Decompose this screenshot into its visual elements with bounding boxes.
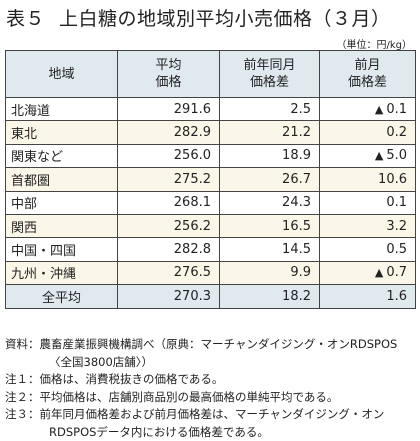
- mom-diff-cell: ▲0.1: [320, 98, 416, 121]
- yoy-diff-cell: 18.2: [220, 285, 320, 308]
- header-region: 地域: [6, 51, 118, 98]
- unit-label: （単位：円/kg）: [336, 36, 412, 51]
- avg-price-cell: 268.1: [118, 191, 220, 214]
- region-cell: 九州・沖縄: [6, 261, 118, 284]
- table-row: 関東など 256.0 18.9 ▲5.0: [6, 144, 416, 167]
- avg-price-cell: 270.3: [118, 285, 220, 308]
- avg-price-cell: 276.5: [118, 261, 220, 284]
- yoy-diff-cell: 16.5: [220, 214, 320, 237]
- yoy-diff-cell: 14.5: [220, 238, 320, 261]
- decrease-marker: ▲: [375, 266, 383, 279]
- note-2: 注２：平均価格は、店舗別商品別の最高価格の単純平均である。: [5, 389, 397, 407]
- avg-price-cell: 282.9: [118, 121, 220, 144]
- mom-diff-cell: 3.2: [320, 214, 416, 237]
- mom-diff-cell: 0.5: [320, 238, 416, 261]
- source-note-continued: 〈全国3800店舗〉）: [5, 354, 397, 372]
- table-row: 関西 256.2 16.5 3.2: [6, 214, 416, 237]
- header-avg-price: 平均価格: [118, 51, 220, 98]
- yoy-diff-cell: 2.5: [220, 98, 320, 121]
- yoy-diff-cell: 18.9: [220, 144, 320, 167]
- note-3: 注３：前年同月価格差および前月価格差は、マーチャンダイジング・オン: [5, 406, 397, 424]
- region-cell: 北海道: [6, 98, 118, 121]
- yoy-diff-cell: 26.7: [220, 168, 320, 191]
- avg-price-cell: 256.0: [118, 144, 220, 167]
- table-total-row: 全平均 270.3 18.2 1.6: [6, 285, 416, 308]
- footnotes: 資料：農畜産業振興機構調べ（原典：マーチャンダイジング・オンRDSPOS 〈全国…: [5, 336, 397, 441]
- table-row: 東北 282.9 21.2 0.2: [6, 121, 416, 144]
- region-cell: 関西: [6, 214, 118, 237]
- region-cell: 全平均: [6, 285, 118, 308]
- region-cell: 関東など: [6, 144, 118, 167]
- yoy-diff-cell: 21.2: [220, 121, 320, 144]
- table-number: 表５: [6, 8, 45, 30]
- decrease-marker: ▲: [375, 149, 383, 162]
- mom-diff-cell: 0.1: [320, 191, 416, 214]
- mom-diff-cell: 10.6: [320, 168, 416, 191]
- document-page: 表５ 上白糖の地域別平均小売価格（３月） （単位：円/kg） 地域 平均価格 前年…: [0, 0, 420, 429]
- avg-price-cell: 291.6: [118, 98, 220, 121]
- source-note: 資料：農畜産業振興機構調べ（原典：マーチャンダイジング・オンRDSPOS: [5, 336, 397, 354]
- mom-diff-cell: 1.6: [320, 285, 416, 308]
- table-row: 中部 268.1 24.3 0.1: [6, 191, 416, 214]
- note-1: 注１：価格は、消費税抜きの価格である。: [5, 371, 397, 389]
- mom-diff-cell: 0.2: [320, 121, 416, 144]
- yoy-diff-cell: 9.9: [220, 261, 320, 284]
- table-title-text: 上白糖の地域別平均小売価格（３月）: [59, 8, 391, 30]
- decrease-marker: ▲: [375, 103, 383, 116]
- table-row: 首都圏 275.2 26.7 10.6: [6, 168, 416, 191]
- header-mom-diff: 前月価格差: [320, 51, 416, 98]
- price-table: 地域 平均価格 前年同月価格差 前月価格差 北海道 291.6 2.5 ▲0.1…: [5, 50, 416, 309]
- avg-price-cell: 256.2: [118, 214, 220, 237]
- avg-price-cell: 275.2: [118, 168, 220, 191]
- table-title: 表５ 上白糖の地域別平均小売価格（３月）: [6, 4, 391, 31]
- table-row: 北海道 291.6 2.5 ▲0.1: [6, 98, 416, 121]
- note-3-continued: RDSPOSデータ内における価格差である。: [5, 424, 397, 441]
- table-row: 中国・四国 282.8 14.5 0.5: [6, 238, 416, 261]
- yoy-diff-cell: 24.3: [220, 191, 320, 214]
- mom-diff-cell: ▲0.7: [320, 261, 416, 284]
- region-cell: 中国・四国: [6, 238, 118, 261]
- region-cell: 東北: [6, 121, 118, 144]
- header-yoy-diff: 前年同月価格差: [220, 51, 320, 98]
- avg-price-cell: 282.8: [118, 238, 220, 261]
- table-row: 九州・沖縄 276.5 9.9 ▲0.7: [6, 261, 416, 284]
- region-cell: 首都圏: [6, 168, 118, 191]
- region-cell: 中部: [6, 191, 118, 214]
- mom-diff-cell: ▲5.0: [320, 144, 416, 167]
- table-header-row: 地域 平均価格 前年同月価格差 前月価格差: [6, 51, 416, 98]
